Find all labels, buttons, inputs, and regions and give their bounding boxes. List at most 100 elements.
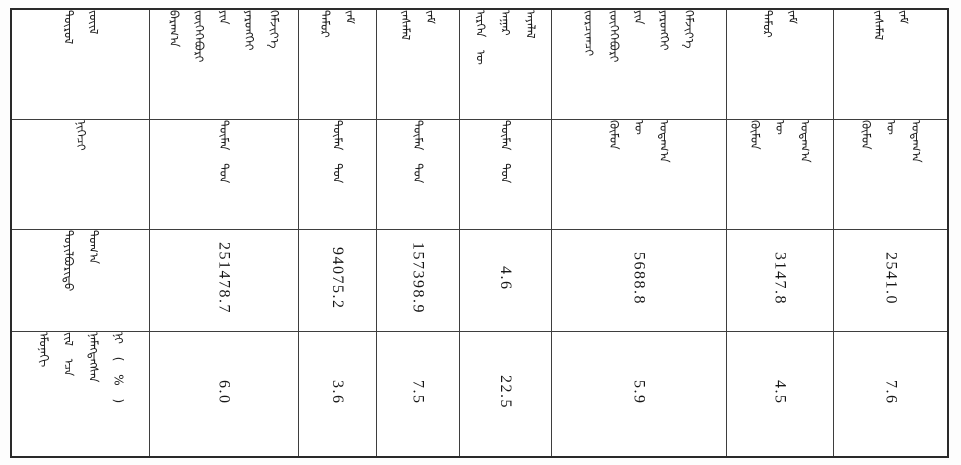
mongolian-word: ᠡᠮᠦᠨᠡᠬᠢ <box>36 331 51 367</box>
absolute-value-number: 4.6 <box>497 265 514 291</box>
absolute-value-number: 157398.9 <box>409 242 427 314</box>
category-cell-col-5: ᠵᠣᠷᠴᠢᠭᠴᠢ ᠵᠥᠭᠡᠭᠡᠪᠦᠷᠢ ᠶᠢᠨ ᠶᠡᠷᠦᠩᠬᠡᠢ ᠬᠡᠮᠵᠢᠶ᠎ᠡ <box>550 8 727 120</box>
unit-words: ᠲᠦᠮᠡᠨ ᠲᠣᠨ <box>498 120 513 183</box>
mongolian-word: ᠬᠡᠮᠵᠢᠶ᠎ᠡ <box>267 10 281 49</box>
unit-cell-col-2: ᠲᠦᠮᠡᠨ ᠲᠣᠨ <box>297 118 377 230</box>
mongolian-word: ᠲᠦᠮᠡᠨ ᠲᠣᠨ <box>411 119 425 183</box>
category-cell-col-1: ᠪᠠᠷᠠᠭ᠎ᠠ ᠵᠥᠭᠡᠭᠡᠪᠦᠷᠢ ᠶᠢᠨ ᠶᠡᠷᠦᠩᠬᠡᠢ ᠬᠡᠮᠵᠢᠶ᠎ᠡ <box>148 8 299 120</box>
mongolian-word: ᠦ <box>883 119 898 135</box>
unit-words: ᠲᠦᠮᠡᠨ ᠲᠣᠨ <box>330 120 345 183</box>
mongolian-word: ᠵᠠᠮ <box>423 10 438 24</box>
mongolian-word: ᠵᠠᠰᠠᠮᠠᠯ <box>871 10 886 41</box>
mongolian-word: ᠵᠠᠰᠠᠮᠠᠯ <box>398 10 413 41</box>
item-label: ᠲᠥᠷᠥᠯ ᠵᠦᠢᠯ <box>60 10 100 44</box>
row-growth-rates: ᠡᠮᠦᠨᠡᠬᠢ ᠵᠢᠯ ᠡᠴᠡ ᠨᠡᠮᠡᠭᠳᠡᠭᠰᠡᠨ ᠨᠢ ( % ) 6.0 3.6… <box>10 330 949 458</box>
mongolian-word: ᠲᠦᠮᠡᠨ ᠲᠣᠨ <box>498 119 513 183</box>
row-label-item: ᠲᠥᠷᠥᠯ ᠵᠦᠢᠯ <box>10 8 150 120</box>
row-label-absolute-number: ᠲᠤᠶᠢᠯᠪᠤᠷᠢᠲᠤ ᠲᠣᠭ᠎ᠠ <box>10 228 150 332</box>
unit-cell-col-5: ᠬᠥᠮᠦᠨ ᠦ ᠤᠳᠠᠭ᠎ᠠ <box>550 118 727 230</box>
row-categories: ᠲᠥᠷᠥᠯ ᠵᠦᠢᠯ ᠪᠠᠷᠠᠭ᠎ᠠ ᠵᠥᠭᠡᠭᠡᠪᠦᠷᠢ ᠶᠢᠨ ᠶᠡᠷᠦᠩᠬᠡᠢ ᠬᠡ… <box>10 8 949 120</box>
value-cell-col-7: 2541.0 <box>832 228 949 332</box>
mongolian-word: ᠲᠦᠮᠡᠨ ᠲᠣᠨ <box>330 119 345 183</box>
mongolian-word: ᠬᠥᠮᠦᠨ <box>607 119 621 150</box>
category-cell-col-6: ᠲᠡᠮᠦᠷ ᠵᠠᠮ <box>725 8 834 120</box>
growth-rate-number: 4.5 <box>771 379 789 405</box>
row-absolute-values: ᠲᠤᠶᠢᠯᠪᠤᠷᠢᠲᠤ ᠲᠣᠭ᠎ᠠ 251478.7 94075.2 157398.9… <box>10 228 949 332</box>
mongolian-word: ᠨᠢᠭᠡᠴᠢ <box>73 119 88 151</box>
mongolian-word: ᠬᠥᠮᠦᠨ <box>748 119 762 150</box>
absolute-value-number: 3147.8 <box>771 251 789 305</box>
category-cell-col-4: ᠢᠷᠭᠡᠨ ᠦ ᠠᠭᠠᠷ ᠠᠶᠠᠯᠠᠯ <box>458 8 552 120</box>
mongolian-word: ᠶᠡᠷᠦᠩᠬᠡᠢ <box>242 10 256 51</box>
unit-words: ᠬᠥᠮᠦᠨ ᠦ ᠤᠳᠠᠭ᠎ᠠ <box>747 119 812 163</box>
growth-cell-col-3: 7.5 <box>375 330 460 458</box>
value-cell-col-6: 3147.8 <box>725 228 834 332</box>
category-words: ᠵᠠᠰᠠᠮᠠᠯ ᠵᠠᠮ <box>398 10 438 40</box>
unit-cell-col-3: ᠲᠦᠮᠡᠨ ᠲᠣᠨ <box>375 118 460 230</box>
mongolian-word: ᠠᠭᠠᠷ <box>498 10 513 36</box>
mongolian-word: ᠲᠣᠭ᠎ᠠ <box>86 229 101 264</box>
mongolian-word: ᠬᠥᠮᠦᠨ <box>858 119 873 150</box>
absolute-value-number: 2541.0 <box>882 251 900 305</box>
row-label-unit: ᠨᠢᠭᠡᠴᠢ <box>10 118 150 230</box>
mongolian-word: ᠵᠦᠢᠯ <box>86 10 101 35</box>
mongolian-word: ᠵᠠᠮ <box>896 10 911 24</box>
absolute-number-label: ᠲᠤᠶᠢᠯᠪᠤᠷᠢᠲᠤ ᠲᠣᠭ᠎ᠠ <box>60 230 100 291</box>
mongolian-word: ᠵᠥᠭᠡᠭᠡᠪᠦᠷᠢ <box>192 10 206 63</box>
mongolian-word: ᠶᠢᠨ <box>217 10 231 25</box>
unit-cell-col-4: ᠲᠦᠮᠡᠨ ᠲᠣᠨ <box>458 118 552 230</box>
growth-cell-col-6: 4.5 <box>725 330 834 458</box>
value-cell-col-5: 5688.8 <box>550 228 727 332</box>
absolute-value-number: 5688.8 <box>630 251 648 305</box>
mongolian-word: ᠵᠢᠯ ᠡᠴᠡ <box>61 331 76 376</box>
growth-rate-number: 3.6 <box>329 379 346 405</box>
mongolian-word: ᠲᠥᠷᠥᠯ <box>61 10 76 45</box>
mongolian-word: ᠤᠳᠠᠭ᠎ᠠ <box>908 119 923 163</box>
table-sheet: ᠲᠥᠷᠥᠯ ᠵᠦᠢᠯ ᠪᠠᠷᠠᠭ᠎ᠠ ᠵᠥᠭᠡᠭᠡᠪᠦᠷᠢ ᠶᠢᠨ ᠶᠡᠷᠦᠩᠬᠡᠢ ᠬᠡ… <box>10 8 949 458</box>
mongolian-word: ᠲᠡᠮᠦᠷ <box>318 10 332 38</box>
value-cell-col-3: 157398.9 <box>375 228 460 332</box>
value-cell-col-4: 4.6 <box>458 228 552 332</box>
mongolian-word: ᠲᠤᠶᠢᠯᠪᠤᠷᠢᠲᠤ <box>61 229 76 291</box>
mongolian-word: ᠵᠥᠭᠡᠭᠡᠪᠦᠷᠢ <box>607 10 621 63</box>
row-label-growth-percent: ᠡᠮᠦᠨᠡᠬᠢ ᠵᠢᠯ ᠡᠴᠡ ᠨᠡᠮᠡᠭᠳᠡᠭᠰᠡᠨ ᠨᠢ ( % ) <box>10 330 150 458</box>
category-words: ᠢᠷᠭᠡᠨ ᠦ ᠠᠭᠠᠷ ᠠᠶᠠᠯᠠᠯ <box>473 10 538 65</box>
category-words: ᠵᠠᠰᠠᠮᠠᠯ ᠵᠠᠮ <box>870 10 910 40</box>
value-cell-col-1: 251478.7 <box>148 228 299 332</box>
mongolian-word: ᠵᠠᠮ <box>785 10 800 24</box>
category-words: ᠲᠡᠮᠦᠷ ᠵᠠᠮ <box>760 10 800 38</box>
growth-percent-label: ᠡᠮᠦᠨᠡᠬᠢ ᠵᠢᠯ ᠡᠴᠡ ᠨᠡᠮᠡᠭᠳᠡᠭᠰᠡᠨ ᠨᠢ ( % ) <box>35 332 125 403</box>
growth-rate-number: 6.0 <box>215 379 233 405</box>
mongolian-word: ᠨᠢ ( % ) <box>111 331 126 403</box>
mongolian-word: ᠠᠶᠠᠯᠠᠯ <box>523 10 538 39</box>
row-units: ᠨᠢᠭᠡᠴᠢ ᠲᠦᠮᠡᠨ ᠲᠣᠨ ᠲᠦᠮᠡᠨ ᠲᠣᠨ ᠲᠦᠮᠡᠨ ᠲᠣᠨ ᠲᠦᠮᠡᠨ … <box>10 118 949 230</box>
absolute-value-number: 94075.2 <box>329 246 346 310</box>
mongolian-word: ᠦ <box>632 119 646 135</box>
unit-cell-col-6: ᠬᠥᠮᠦᠨ ᠦ ᠤᠳᠠᠭ᠎ᠠ <box>725 118 834 230</box>
growth-cell-col-2: 3.6 <box>297 330 377 458</box>
growth-cell-col-4: 22.5 <box>458 330 552 458</box>
unit-words: ᠲᠦᠮᠡᠨ ᠲᠣᠨ <box>216 120 231 183</box>
mongolian-word: ᠤᠳᠠᠭ᠎ᠠ <box>798 119 812 163</box>
statistics-table: ᠲᠥᠷᠥᠯ ᠵᠦᠢᠯ ᠪᠠᠷᠠᠭ᠎ᠠ ᠵᠥᠭᠡᠭᠡᠪᠦᠷᠢ ᠶᠢᠨ ᠶᠡᠷᠦᠩᠬᠡᠢ ᠬᠡ… <box>10 8 949 458</box>
mongolian-word: ᠬᠡᠮᠵᠢᠶ᠎ᠡ <box>682 10 696 49</box>
category-cell-col-2: ᠲᠡᠮᠦᠷ ᠵᠠᠮ <box>297 8 377 120</box>
mongolian-word: ᠪᠠᠷᠠᠭ᠎ᠠ <box>167 10 181 48</box>
growth-rate-number: 7.5 <box>409 379 427 405</box>
growth-cell-col-7: 7.6 <box>832 330 949 458</box>
unit-cell-col-1: ᠲᠦᠮᠡᠨ ᠲᠣᠨ <box>148 118 299 230</box>
growth-rate-number: 5.9 <box>630 379 648 405</box>
growth-cell-col-5: 5.9 <box>550 330 727 458</box>
category-words: ᠪᠠᠷᠠᠭ᠎ᠠ ᠵᠥᠭᠡᠭᠡᠪᠦᠷᠢ ᠶᠢᠨ ᠶᠡᠷᠦᠩᠬᠡᠢ ᠬᠡᠮᠵᠢᠶ᠎ᠡ <box>166 10 281 62</box>
category-cell-col-3: ᠵᠠᠰᠠᠮᠠᠯ ᠵᠠᠮ <box>375 8 460 120</box>
mongolian-word: ᠦ <box>773 119 787 135</box>
mongolian-word: ᠢᠷᠭᠡᠨ ᠦ <box>473 10 488 65</box>
unit-label: ᠨᠢᠭᠡᠴᠢ <box>73 119 88 151</box>
mongolian-word: ᠵᠠᠮ <box>343 10 357 24</box>
category-words: ᠲᠡᠮᠦᠷ ᠵᠠᠮ <box>317 10 357 38</box>
growth-cell-col-1: 6.0 <box>148 330 299 458</box>
unit-words: ᠬᠥᠮᠦᠨ ᠦ ᠤᠳᠠᠭ᠎ᠠ <box>858 119 923 163</box>
growth-rate-number: 7.6 <box>882 379 900 405</box>
mongolian-word: ᠲᠡᠮᠦᠷ <box>760 10 775 38</box>
